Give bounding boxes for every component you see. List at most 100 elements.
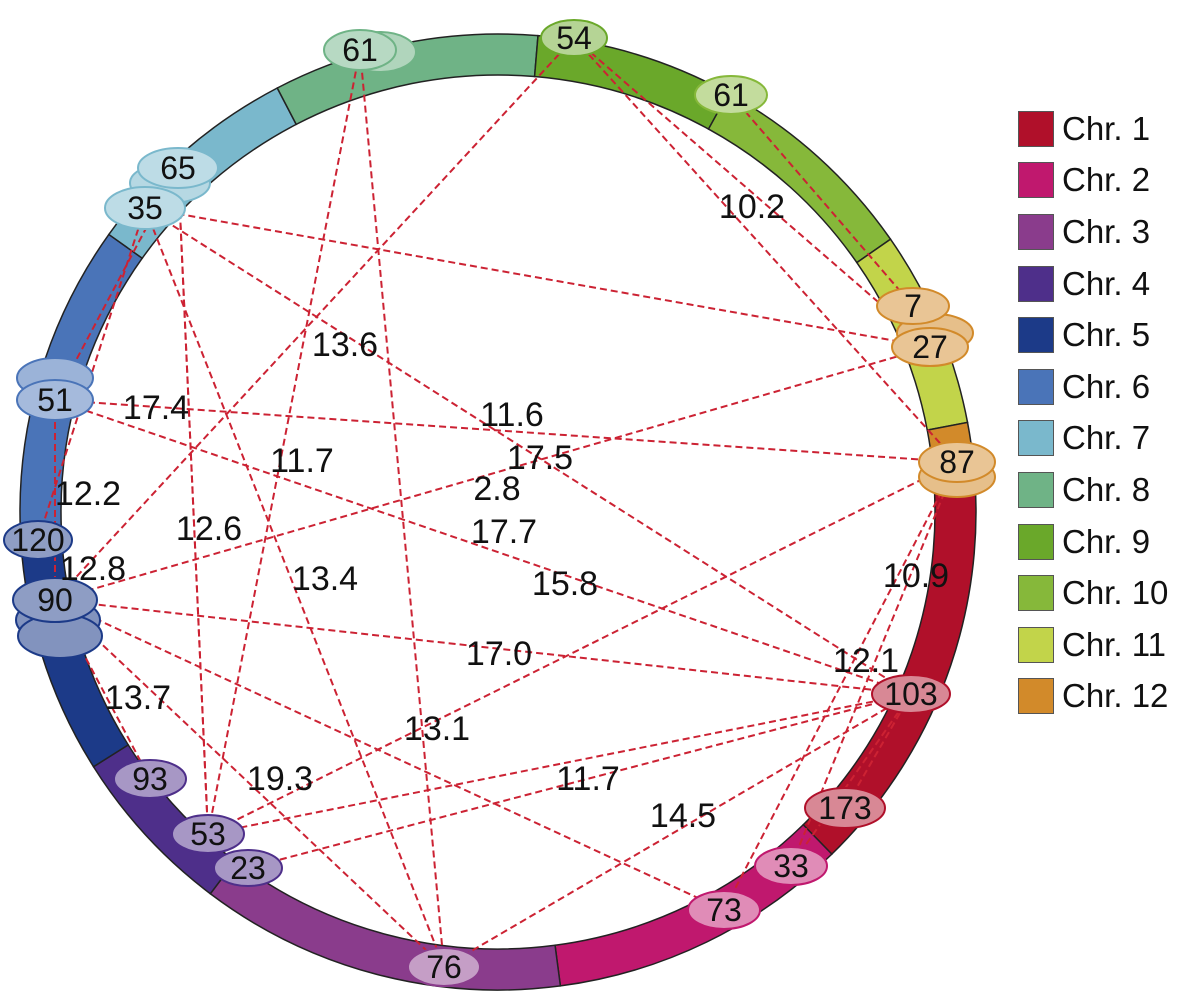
marker-label: 61 [342,32,378,68]
link-value-label: 12.1 [833,642,899,680]
legend-label: Chr. 10 [1062,574,1169,612]
link-line [207,693,912,835]
marker-label: 103 [884,676,937,712]
link-value-label: 10.9 [883,557,949,595]
link-value-label: 13.4 [292,560,358,598]
marker-label: 23 [230,850,266,886]
legend-item: Chr. 2 [1018,155,1200,207]
legend-swatch [1018,626,1054,663]
marker-ellipse [540,19,608,57]
link-line [54,399,958,463]
link-value-label: 17.5 [507,439,573,477]
marker-label: 65 [160,150,196,186]
legend-swatch [1018,420,1054,457]
marker-label: 73 [706,892,742,928]
link-value-label: 11.6 [480,396,544,434]
marker-ellipse [213,849,283,887]
link-line [54,599,912,695]
marker-ellipse [754,846,828,886]
legend-label: Chr. 3 [1062,212,1151,250]
link-line [54,399,912,695]
legend-label: Chr. 4 [1062,264,1151,302]
legend-label: Chr. 6 [1062,367,1151,405]
link-line [207,461,958,835]
marker-ellipse [113,759,187,799]
marker-label: 7 [904,288,922,324]
legend-item: Chr. 9 [1018,516,1200,568]
link-line [54,599,725,911]
legend-swatch [1018,162,1054,199]
link-value-label: 10.2 [719,188,785,226]
legend-item: Chr. 11 [1018,619,1200,671]
marker-label: 54 [556,20,592,56]
legend-item: Chr. 6 [1018,361,1200,413]
link-line [54,37,575,601]
marker-ellipse [694,75,768,115]
link-line [54,346,931,601]
marker-ellipse [323,29,397,71]
marker-label: 53 [190,816,226,852]
link-value-label: 12.2 [55,475,121,513]
marker-ellipse [3,520,73,560]
legend-item: Chr. 5 [1018,309,1200,361]
legend-swatch [1018,265,1054,302]
legend-label: Chr. 1 [1062,109,1151,147]
legend-label: Chr. 7 [1062,419,1151,457]
link-value-label: 11.7 [556,760,620,798]
legend-swatch [1018,317,1054,354]
marker-label: 93 [132,761,168,797]
marker-label: 90 [37,582,73,618]
legend-label: Chr. 9 [1062,522,1151,560]
link-value-label: 19.3 [247,760,313,798]
legend-label: Chr. 12 [1062,677,1169,715]
link-value-label: 13.7 [105,679,171,717]
link-value-label: 12.6 [176,510,242,548]
legend-swatch [1018,678,1054,715]
link-line [144,207,445,968]
marker-ellipse [104,186,186,230]
link-line [37,207,146,541]
marker-ellipse [16,379,94,421]
link-line [790,693,912,867]
marker-ellipse [918,441,996,483]
marker-ellipse [137,147,219,189]
legend-item: Chr. 10 [1018,567,1200,619]
legend-item: Chr. 12 [1018,671,1200,723]
marker-ellipse [804,787,886,829]
link-value-label: 12.8 [60,550,126,588]
marker-label: 173 [818,790,871,826]
link-value-label: 17.0 [466,635,532,673]
legend-label: Chr. 8 [1062,470,1151,508]
interaction-links [37,37,958,968]
legend-swatch [1018,213,1054,250]
legend-swatch [1018,471,1054,508]
legend-swatch [1018,523,1054,560]
marker-ellipse [876,287,950,325]
link-line [443,693,912,968]
link-line [573,37,958,463]
legend-item: Chr. 4 [1018,258,1200,310]
link-value-label: 14.5 [650,797,716,835]
legend-label: Chr. 5 [1062,316,1151,354]
marker-label: 61 [713,77,749,113]
link-line [730,94,914,307]
marker-label: 27 [912,329,948,365]
marker-ellipse [871,674,951,714]
marker-label: 120 [11,522,64,558]
link-line [247,693,912,869]
link-value-label: 17.7 [471,513,537,551]
legend-item: Chr. 8 [1018,464,1200,516]
link-line [573,37,931,348]
legend-item: Chr. 1 [1018,103,1200,155]
marker-label: 33 [773,848,809,884]
legend-item: Chr. 7 [1018,413,1200,465]
link-value-label: 15.8 [532,565,598,603]
marker-label: 51 [37,382,73,418]
link-line [144,207,931,348]
link-line [144,207,912,695]
link-line [177,167,209,835]
link-value-label: 11.7 [270,442,334,480]
legend-swatch [1018,575,1054,612]
